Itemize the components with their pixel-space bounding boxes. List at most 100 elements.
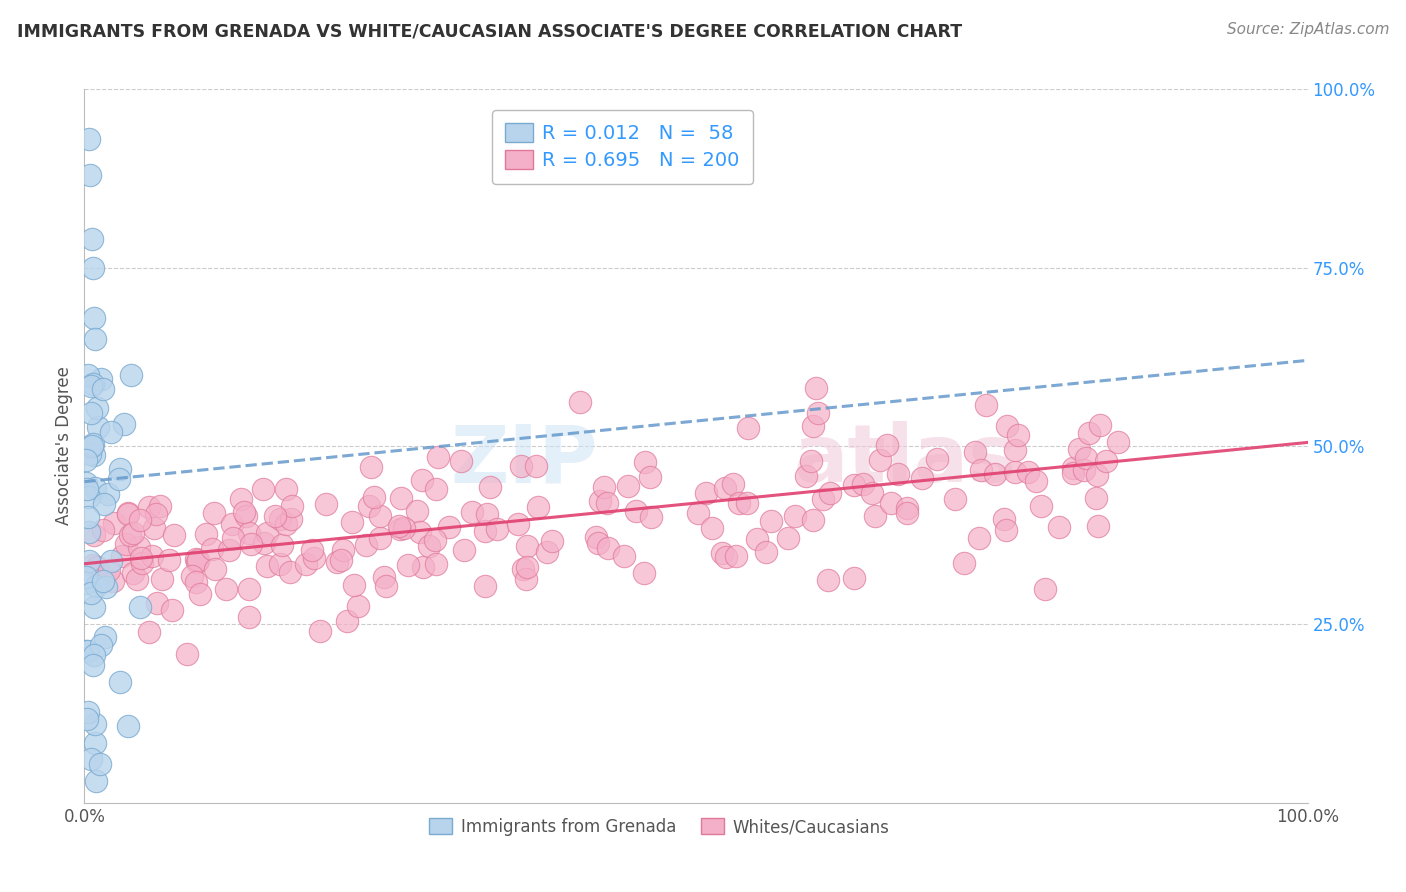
Point [83, 648, 105, 662]
Point [93, 630, 115, 644]
Point [112, 417, 135, 432]
Point [569, 395, 592, 409]
Point [801, 419, 824, 434]
Point [75, 570, 97, 584]
Point [412, 560, 434, 574]
Point [120, 368, 142, 382]
Point [180, 569, 202, 583]
Point [83, 735, 105, 749]
Point [745, 532, 768, 546]
Point [278, 565, 301, 579]
Point [238, 525, 260, 540]
Point [512, 562, 534, 576]
Point [308, 624, 330, 638]
Point [1090, 417, 1112, 432]
Point [799, 454, 821, 468]
Point [695, 486, 717, 500]
Text: ZIP: ZIP [451, 421, 598, 500]
Point [721, 477, 744, 491]
Point [588, 493, 610, 508]
Point [82, 657, 104, 672]
Point [75, 575, 97, 590]
Point [80, 379, 103, 393]
Point [1107, 434, 1129, 449]
Point [79, 447, 101, 461]
Point [143, 521, 166, 535]
Point [269, 512, 291, 526]
Y-axis label: Associate's Degree: Associate's Degree [55, 367, 73, 525]
Point [876, 437, 898, 451]
Point [388, 522, 411, 536]
Point [887, 467, 910, 481]
Point [229, 492, 252, 507]
Point [783, 509, 806, 524]
Point [187, 553, 209, 567]
Text: atlas: atlas [794, 421, 1017, 500]
Point [373, 570, 395, 584]
Point [157, 552, 180, 566]
Point [727, 496, 749, 510]
Point [1077, 426, 1099, 441]
Point [90, 372, 112, 386]
Point [995, 523, 1018, 537]
Point [77, 490, 100, 504]
Point [76, 713, 98, 727]
Point [76, 482, 98, 496]
Point [93, 497, 115, 511]
Point [76, 705, 98, 719]
Point [77, 510, 100, 524]
Point [423, 533, 446, 547]
Point [506, 516, 529, 531]
Point [737, 421, 759, 435]
Point [75, 644, 97, 658]
Point [347, 599, 370, 613]
Point [638, 470, 661, 484]
Point [969, 463, 991, 477]
Point [108, 675, 131, 690]
Point [1004, 465, 1026, 479]
Point [149, 499, 172, 513]
Point [596, 496, 619, 510]
Point [363, 490, 385, 504]
Point [108, 462, 131, 476]
Point [94, 581, 117, 595]
Point [374, 580, 396, 594]
Point [1017, 465, 1039, 479]
Point [896, 500, 918, 515]
Point [354, 537, 377, 551]
Point [301, 542, 323, 557]
Point [121, 566, 143, 580]
Point [325, 555, 347, 569]
Point [592, 480, 614, 494]
Point [967, 531, 990, 545]
Point [202, 506, 225, 520]
Point [879, 496, 901, 510]
Point [75, 453, 97, 467]
Point [388, 518, 411, 533]
Point [82, 439, 104, 453]
Point [83, 448, 105, 462]
Point [370, 508, 392, 523]
Point [329, 553, 352, 567]
Point [735, 496, 758, 510]
Point [274, 482, 297, 496]
Point [911, 470, 934, 484]
Point [184, 552, 207, 566]
Point [450, 453, 472, 467]
Point [238, 582, 260, 597]
Point [474, 579, 496, 593]
Point [340, 515, 363, 529]
Point [315, 497, 337, 511]
Point [83, 310, 105, 325]
Point [974, 397, 997, 411]
Point [233, 505, 256, 519]
Point [138, 624, 160, 639]
Point [634, 455, 657, 469]
Point [103, 516, 125, 530]
Point [993, 512, 1015, 526]
Point [83, 481, 105, 495]
Point [360, 460, 382, 475]
Point [129, 513, 152, 527]
Point [392, 521, 415, 535]
Point [163, 528, 186, 542]
